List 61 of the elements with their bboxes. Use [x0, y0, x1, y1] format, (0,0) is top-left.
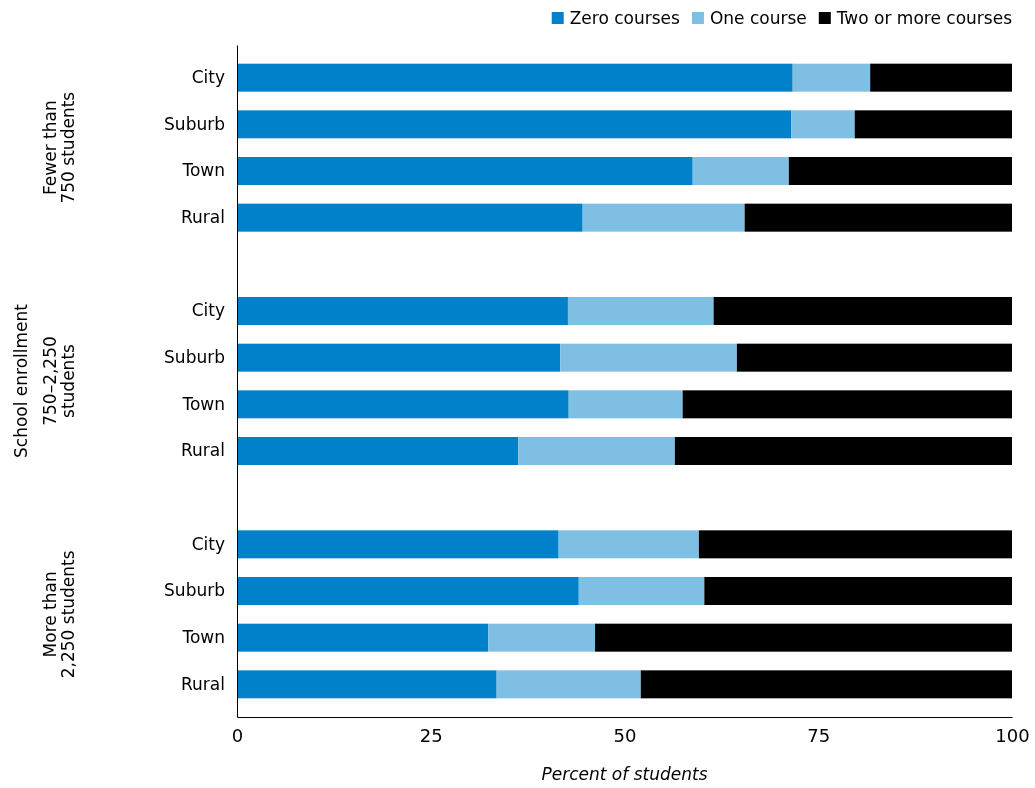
bar [682, 390, 1012, 419]
text: School enrollment [11, 303, 31, 458]
x-tick-label: 100 [995, 724, 1030, 746]
y-tick-label: Suburb [164, 347, 225, 368]
text: More than 2,250 students [39, 550, 79, 679]
bar [788, 157, 1012, 185]
bar [518, 437, 675, 465]
bar [488, 623, 596, 652]
bar [744, 203, 1012, 232]
bar [496, 670, 641, 699]
bar [560, 343, 737, 372]
bar [582, 203, 745, 232]
y-tick-label: Suburb [164, 113, 225, 134]
text: Fewer than 750 students [39, 91, 79, 204]
bar [713, 297, 1012, 325]
bar [237, 63, 793, 92]
bar [870, 63, 1012, 92]
bar [791, 110, 855, 139]
y-tick-label: Suburb [164, 580, 225, 601]
legend-label: Two or more courses [835, 8, 1013, 28]
bar [704, 577, 1012, 605]
y-tick-label: Rural [181, 440, 225, 461]
bar [640, 670, 1012, 699]
legend-label: One course [709, 8, 807, 28]
bar [567, 297, 714, 325]
bar [237, 437, 519, 465]
x-tick-label: 75 [807, 724, 831, 746]
y-tick-label: Town [181, 160, 225, 181]
y-tick-label: City [191, 67, 225, 88]
bar [595, 623, 1012, 652]
x-axis-title: Percent of students [541, 764, 708, 784]
bar [674, 437, 1012, 465]
y-tick-label: Rural [181, 673, 225, 694]
y-tick-label: City [191, 533, 225, 554]
bar [792, 63, 871, 92]
legend-label: Zero courses [569, 8, 681, 28]
bar [698, 530, 1012, 559]
bar [237, 203, 583, 232]
bar [237, 157, 693, 185]
bar [237, 577, 579, 605]
y-tick-label: Rural [181, 207, 225, 228]
bar [237, 623, 489, 652]
bar [237, 670, 497, 699]
bar [237, 530, 559, 559]
bar [568, 390, 683, 419]
bar [237, 297, 568, 325]
y-tick-label: City [191, 300, 225, 321]
x-tick-label: 50 [613, 724, 637, 746]
bar [558, 530, 699, 559]
bar [237, 390, 569, 419]
bar [692, 157, 789, 185]
bar [237, 343, 561, 372]
x-tick-label: 0 [231, 724, 244, 746]
x-tick-label: 25 [419, 724, 443, 746]
y-tick-label: Town [181, 627, 225, 648]
y-tick-label: Town [181, 393, 225, 414]
text: 750–2,250 students [39, 336, 79, 426]
bar [578, 577, 705, 605]
bar [237, 110, 792, 139]
bar [854, 110, 1012, 139]
bar [736, 343, 1012, 372]
